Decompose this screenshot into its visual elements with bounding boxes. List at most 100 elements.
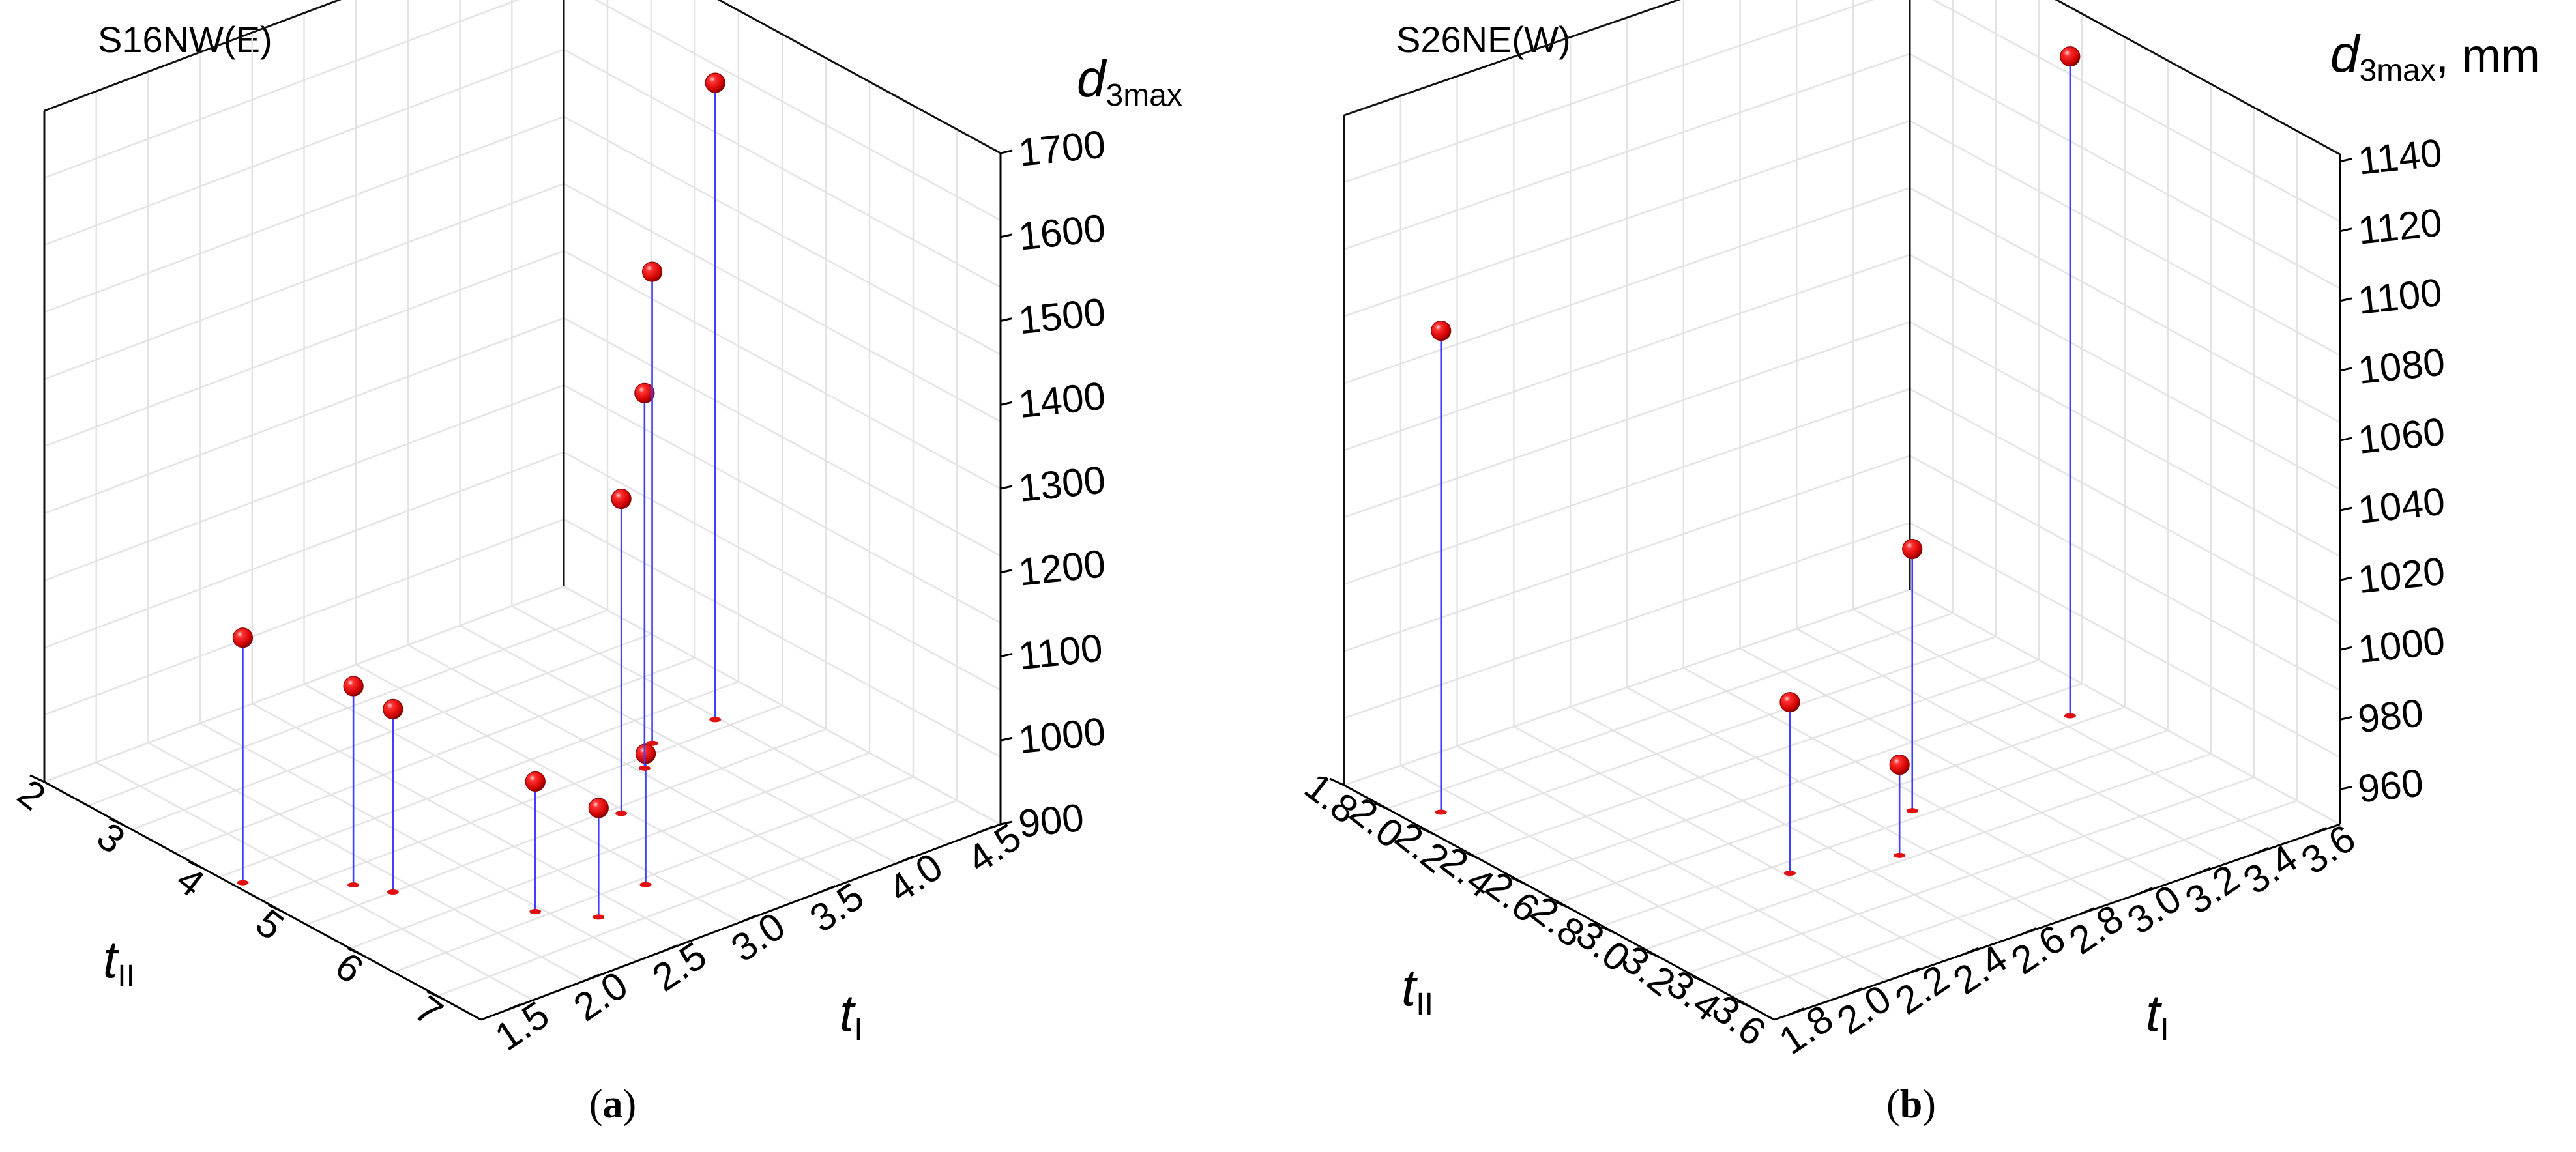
- y-axis-title-main: t: [2146, 984, 2162, 1042]
- z-tick-mark: [2339, 576, 2352, 581]
- caption-b-letter: b: [1900, 1082, 1922, 1127]
- z-axis-title-unit: , mm: [2436, 30, 2540, 82]
- data-point-marker: [1902, 539, 1923, 560]
- y-tick-mark: [1846, 987, 1863, 996]
- data-foot-marker: [347, 882, 360, 888]
- right-wall-gridline: [563, 48, 1001, 289]
- x-tick-mark: [109, 817, 124, 826]
- z-tick-mark: [1000, 485, 1013, 490]
- left-wall-gridline: [44, 182, 564, 381]
- z-tick-mark: [1000, 233, 1013, 238]
- x-axis-title: tII: [103, 930, 135, 994]
- data-point-marker: [383, 698, 403, 719]
- data-foot-marker: [2064, 713, 2076, 719]
- z-axis-title: d3max, mm: [2330, 25, 2540, 88]
- y-tick-mark: [1904, 967, 1921, 976]
- chart-grid: [1343, 0, 2341, 1021]
- floor-gridline: [1570, 706, 2001, 943]
- z-tick-label: 1060: [2356, 409, 2447, 462]
- y-tick-mark: [2020, 927, 2037, 936]
- chart-data-points: [232, 72, 725, 920]
- z-tick-label: 1020: [2356, 549, 2447, 602]
- x-tick-mark: [1329, 777, 1345, 786]
- x-tick-mark: [1736, 1000, 1752, 1009]
- floor-gridline: [147, 742, 585, 982]
- data-point-marker: [1889, 755, 1910, 775]
- y-tick-label: 1.5: [487, 992, 557, 1059]
- left-wall-gridline: [44, 115, 564, 313]
- left-wall-gridline: [1343, 0, 1875, 183]
- x-tick-label: 2: [10, 771, 54, 818]
- chart-data-points: [1431, 46, 2081, 876]
- x-axis-title-main: t: [103, 930, 119, 988]
- y-tick-mark: [2310, 827, 2328, 835]
- z-tick-label: 1000: [1016, 710, 1107, 762]
- data-foot-marker: [638, 765, 651, 771]
- right-wall-gridline: [1909, 187, 2341, 424]
- y-axis-title-sub: I: [2160, 1013, 2169, 1047]
- data-foot-marker: [615, 811, 628, 816]
- box-top-right-edge: [2055, 0, 2341, 156]
- z-tick-label: 1300: [1016, 457, 1107, 510]
- data-foot-marker: [1894, 852, 1906, 858]
- data-point-marker: [641, 261, 663, 282]
- floor-gridline: [393, 775, 914, 973]
- z-tick-label: 960: [2356, 760, 2425, 811]
- y-tick-mark: [976, 826, 993, 835]
- z-axis-title-main: d: [2330, 25, 2361, 83]
- z-tick-label: 1100: [1016, 626, 1104, 678]
- data-point-marker: [2060, 46, 2081, 67]
- data-point-marker: [232, 627, 254, 648]
- y-tick-mark: [2194, 867, 2212, 876]
- data-point-marker: [634, 382, 655, 403]
- svg-text:(a): (a): [589, 1082, 636, 1127]
- data-foot-marker: [1435, 809, 1447, 815]
- right-wall-gridline: [594, 0, 1001, 222]
- y-tick-mark: [1962, 947, 1979, 956]
- data-point-marker: [525, 771, 546, 792]
- z-axis-title: d3max: [1077, 50, 1182, 113]
- y-tick-mark: [2078, 907, 2095, 915]
- z-tick-label: 980: [2356, 691, 2425, 741]
- data-point-marker: [611, 488, 632, 510]
- box-top-left-edge: [44, 0, 342, 112]
- right-wall-gridline: [1932, 0, 2341, 222]
- z-tick-label: 1600: [1016, 206, 1107, 259]
- x-tick-label: 5: [248, 900, 292, 948]
- y-tick-mark: [662, 944, 679, 953]
- y-tick-label: 4.0: [881, 844, 950, 911]
- chart-a-title: S16NW(E): [98, 19, 272, 60]
- x-tick-mark: [188, 861, 204, 870]
- data-point-marker: [343, 676, 364, 697]
- floor-gridline: [1513, 725, 1944, 962]
- floor-gridline: [96, 761, 534, 1001]
- x-tick-mark: [1555, 901, 1571, 910]
- z-tick-mark: [1000, 569, 1013, 574]
- caption-b-close: ): [1922, 1082, 1936, 1127]
- y-tick-mark: [740, 914, 757, 923]
- chart-panel-b: S26NE(W) 1.82.02.22.42.62.83.03.23.43.61…: [1296, 0, 2540, 1063]
- x-tick-label: 7: [407, 987, 451, 1035]
- data-point-marker: [1779, 692, 1800, 713]
- caption-a-letter: a: [603, 1082, 623, 1127]
- z-tick-mark: [2339, 715, 2352, 721]
- x-tick-mark: [1420, 827, 1435, 836]
- z-tick-mark: [1000, 401, 1013, 406]
- z-tick-label: 1500: [1016, 290, 1107, 343]
- x-axis-title-sub: II: [117, 959, 135, 994]
- x-tick-mark: [426, 990, 442, 1000]
- caption-b: (b): [1886, 1082, 1936, 1127]
- x-tick-label: 3: [89, 814, 134, 862]
- x-axis-title-main: t: [1401, 958, 1418, 1016]
- data-foot-marker: [709, 717, 722, 723]
- data-point-marker: [588, 798, 609, 818]
- data-foot-marker: [237, 880, 249, 886]
- right-wall-gridline: [1909, 120, 2341, 356]
- left-wall-gridline: [44, 0, 520, 179]
- x-tick-mark: [1374, 802, 1390, 811]
- z-tick-mark: [2339, 227, 2352, 233]
